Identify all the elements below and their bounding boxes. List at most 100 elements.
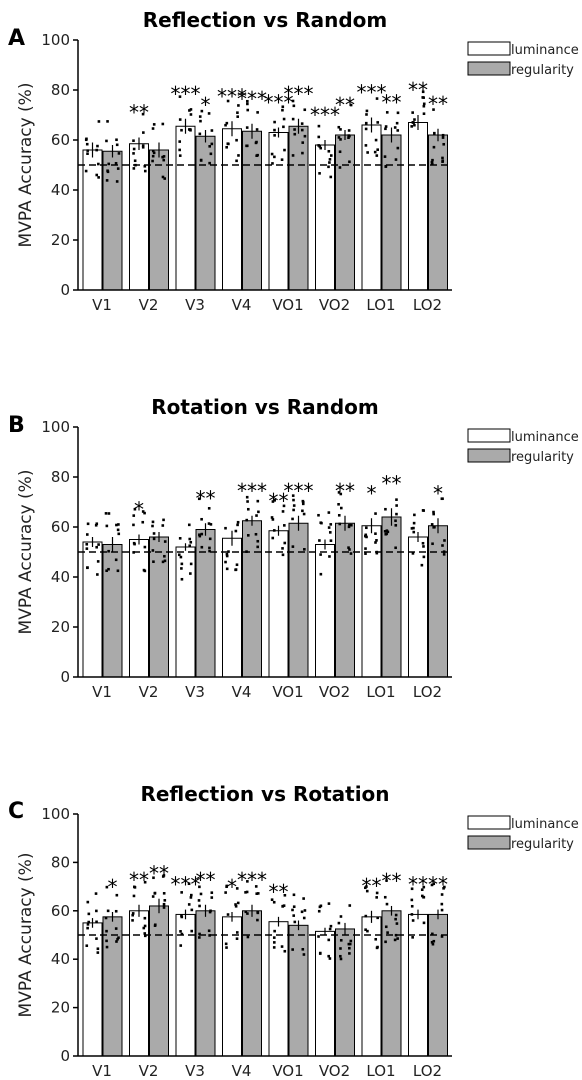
subject-dot — [365, 109, 369, 113]
bar-regularity-vo2 — [335, 522, 355, 678]
significance-label: ** — [382, 471, 402, 495]
subject-dot — [117, 936, 120, 939]
x-tick-label: VO1 — [272, 683, 303, 701]
subject-dot — [375, 891, 379, 895]
subject-dot — [235, 563, 239, 567]
subject-dot — [350, 523, 353, 527]
subject-dot — [431, 158, 434, 162]
subject-dot — [178, 537, 182, 540]
subject-dot — [198, 533, 201, 537]
subject-dot — [142, 131, 145, 134]
legend-swatch-luminance — [467, 815, 511, 830]
subject-dot — [255, 140, 258, 144]
subject-dot — [273, 941, 276, 944]
subject-dot — [105, 929, 108, 933]
subject-dot — [375, 154, 379, 157]
subject-dot — [227, 142, 230, 146]
subject-dot — [152, 560, 155, 564]
subject-dot — [410, 125, 414, 128]
subject-dot — [337, 513, 341, 517]
subject-dot — [114, 558, 118, 562]
subject-dot — [281, 510, 285, 513]
subject-dot — [162, 874, 166, 877]
subject-dot — [383, 155, 387, 158]
subject-dot — [302, 916, 306, 920]
x-tick-label: V3 — [185, 296, 205, 314]
subject-dot — [329, 154, 333, 157]
x-tick-label: V3 — [185, 1062, 205, 1080]
y-tick-label: 100 — [41, 805, 70, 823]
subject-dot — [180, 915, 184, 919]
subject-dot — [163, 559, 167, 563]
subject-dot — [143, 924, 147, 928]
subject-dot — [365, 889, 369, 893]
subject-dot — [384, 925, 388, 929]
subject-dot — [85, 137, 88, 141]
subject-dot — [180, 891, 183, 894]
significance-label: ** — [269, 880, 289, 904]
subject-dot — [300, 128, 304, 132]
subject-dot — [410, 887, 414, 891]
subject-dot — [189, 128, 192, 131]
subject-dot — [96, 560, 100, 563]
subject-dot — [107, 512, 111, 515]
subject-dot — [224, 891, 227, 894]
subject-dot — [256, 892, 260, 895]
subject-dot — [161, 122, 165, 126]
subject-dot — [421, 90, 425, 94]
subject-dot — [257, 510, 260, 514]
subject-dot — [97, 162, 100, 166]
bar-regularity-lo1 — [381, 134, 402, 291]
subject-dot — [210, 891, 214, 894]
y-tick-label: 20 — [51, 618, 70, 636]
subject-dot — [187, 882, 191, 886]
subject-dot — [293, 920, 297, 924]
subject-dot — [178, 118, 182, 121]
subject-dot — [255, 128, 259, 131]
subject-dot — [327, 902, 331, 905]
subject-dot — [422, 555, 426, 559]
subject-dot — [163, 177, 167, 180]
subject-dot — [86, 152, 89, 155]
bar-luminance-vo2 — [315, 544, 335, 678]
y-tick-label: 80 — [51, 853, 70, 871]
subject-dot — [302, 953, 306, 956]
subject-dot — [329, 175, 333, 179]
subject-dot — [151, 127, 155, 130]
subject-dot — [199, 892, 203, 896]
subject-dot — [131, 919, 134, 922]
subject-dot — [271, 162, 274, 165]
x-tick-label: V4 — [232, 1062, 252, 1080]
subject-dot — [132, 894, 136, 898]
subject-dot — [208, 145, 211, 148]
subject-dot — [348, 523, 351, 527]
subject-dot — [161, 560, 165, 564]
bar-regularity-vo1 — [288, 924, 309, 1057]
subject-dot — [226, 913, 230, 916]
subject-dot — [384, 165, 388, 168]
subject-dot — [318, 145, 322, 148]
subject-dot — [283, 541, 287, 545]
subject-dot — [115, 143, 119, 147]
subject-dot — [255, 514, 258, 517]
subject-dot — [394, 524, 398, 527]
significance-label: ** — [335, 93, 355, 117]
subject-dot — [143, 164, 147, 168]
subject-dot — [151, 149, 155, 153]
subject-dot — [234, 568, 237, 572]
subject-dot — [327, 954, 330, 958]
subject-dot — [190, 893, 193, 897]
subject-dot — [347, 942, 351, 946]
subject-dot — [207, 112, 211, 115]
subject-dot — [374, 138, 378, 142]
subject-dot — [180, 562, 184, 566]
subject-dot — [117, 523, 120, 526]
chart-title: Reflection vs Rotation — [140, 782, 389, 806]
subject-dot — [210, 129, 214, 132]
subject-dot — [318, 951, 322, 955]
subject-dot — [97, 176, 100, 179]
subject-dot — [420, 563, 424, 567]
subject-dot — [300, 122, 304, 125]
subject-dot — [383, 895, 387, 899]
